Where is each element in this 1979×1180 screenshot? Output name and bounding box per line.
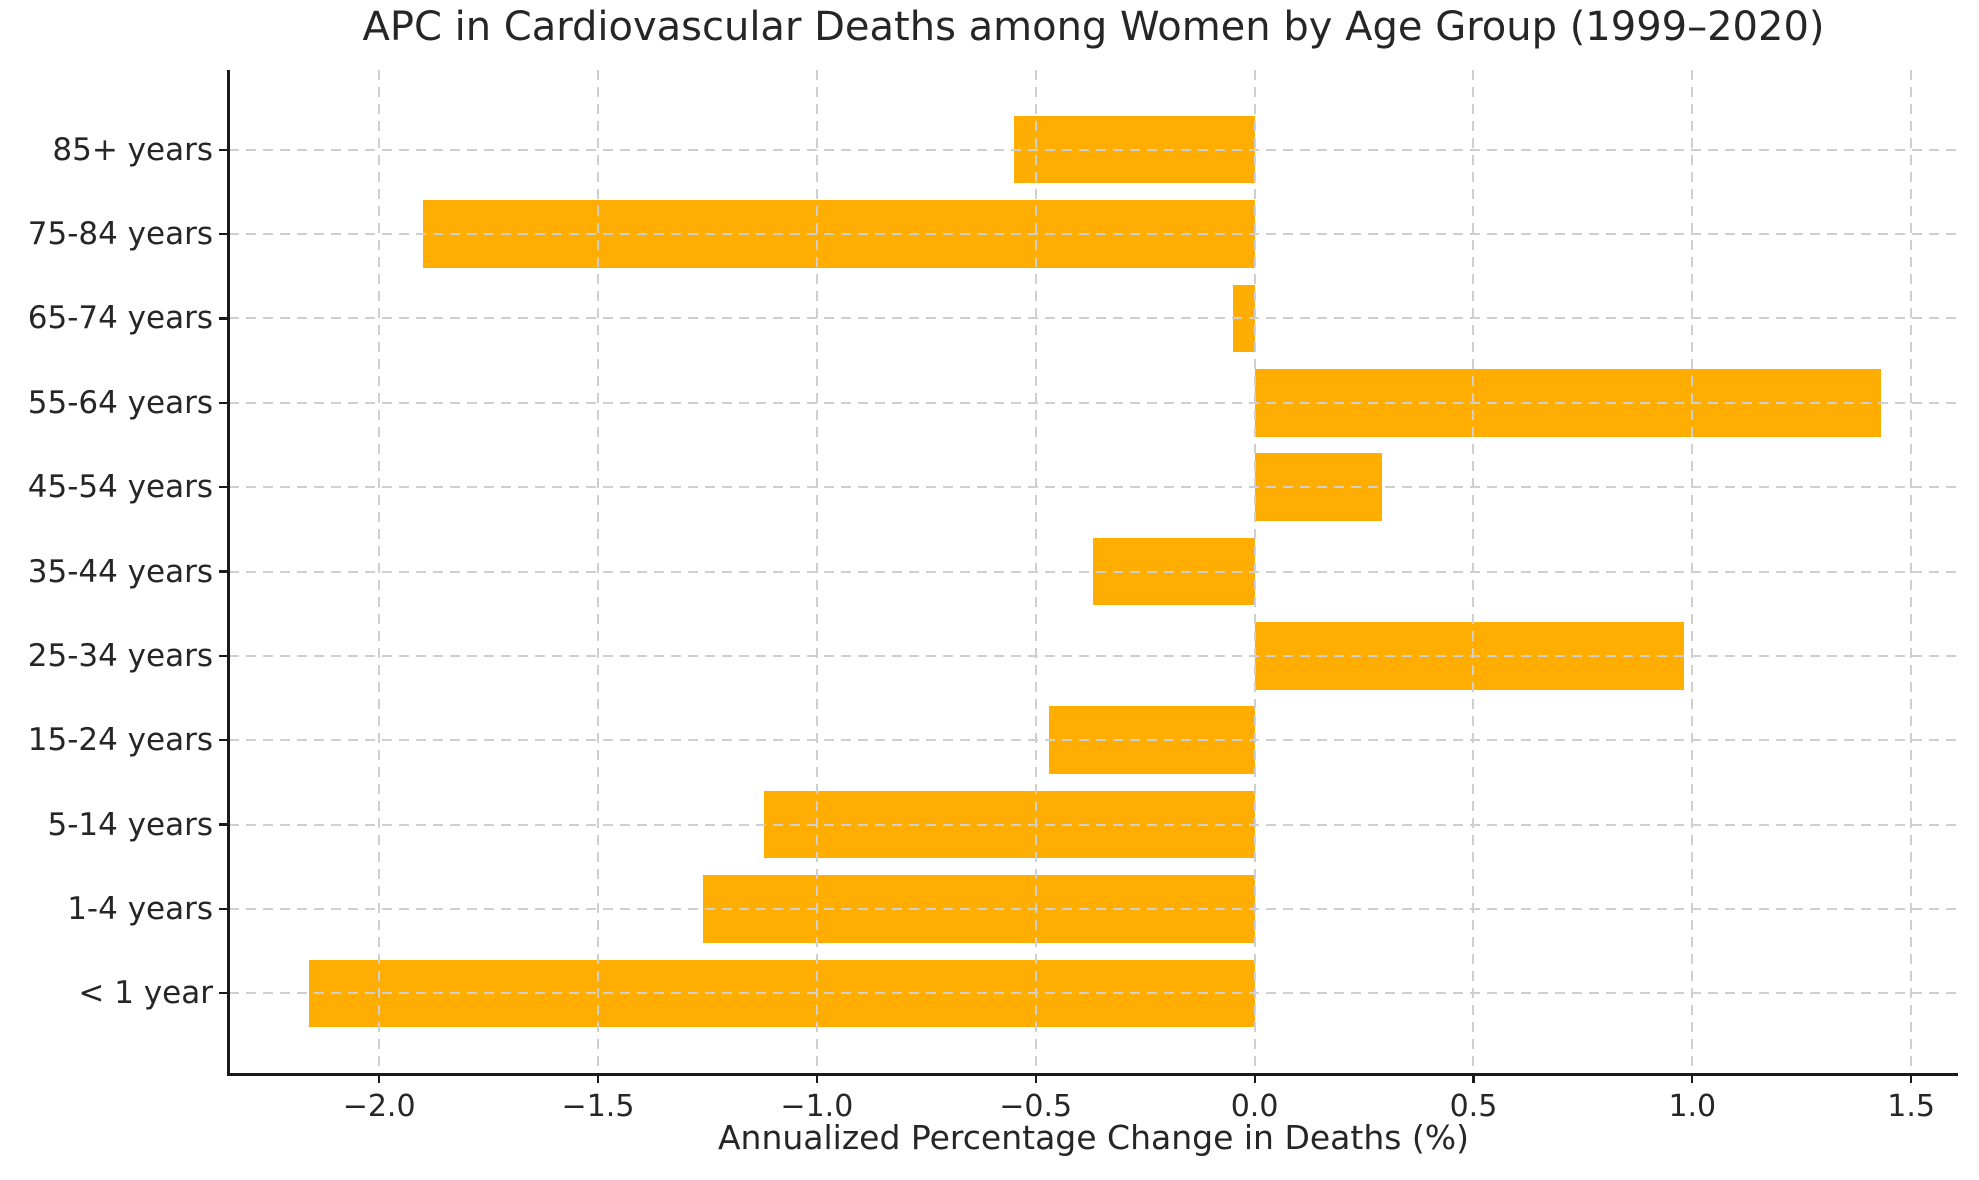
y-tick-label-15-24-years: 15-24 years — [27, 722, 213, 759]
x-tick-label: −2.0 — [342, 1089, 416, 1124]
x-axis-spine — [227, 1072, 1958, 1076]
y-tick-label-85-years: 85+ years — [52, 131, 213, 168]
y-tick-label-1-4-years: 1-4 years — [67, 890, 213, 927]
y-tick-label-1-year: < 1 year — [78, 975, 213, 1012]
gridline-y-1-year — [229, 992, 1958, 995]
y-tick-mark — [219, 317, 229, 320]
x-tick-mark — [1034, 1073, 1037, 1083]
y-tick-mark — [219, 148, 229, 151]
x-tick-mark — [815, 1073, 819, 1083]
gridline-y-15-24-years — [229, 739, 1958, 742]
y-tick-label-75-84-years: 75-84 years — [27, 216, 213, 253]
gridline-y-45-54-years — [229, 486, 1958, 489]
y-tick-mark — [219, 232, 229, 236]
x-tick-label: −1.0 — [780, 1089, 854, 1124]
x-tick-mark — [1253, 1073, 1256, 1083]
x-tick-mark — [378, 1073, 381, 1083]
y-tick-mark — [219, 401, 229, 404]
x-tick-label: −1.5 — [561, 1089, 635, 1124]
x-tick-label: −0.5 — [999, 1089, 1073, 1124]
y-tick-mark — [219, 907, 229, 910]
y-tick-label-25-34-years: 25-34 years — [27, 637, 213, 674]
y-tick-mark — [219, 739, 229, 742]
y-tick-mark — [219, 992, 229, 995]
x-tick-label: 0.5 — [1449, 1089, 1498, 1124]
x-tick-label: 1.0 — [1668, 1089, 1717, 1124]
gridline-y-1-4-years — [229, 907, 1958, 910]
x-tick-mark — [596, 1073, 600, 1083]
x-tick-mark — [1910, 1073, 1913, 1083]
y-tick-mark — [219, 823, 229, 826]
y-tick-label-45-54-years: 45-54 years — [27, 469, 213, 506]
y-tick-label-65-74-years: 65-74 years — [27, 300, 213, 337]
x-tick-mark — [1691, 1073, 1694, 1083]
y-tick-label-35-44-years: 35-44 years — [27, 553, 213, 590]
x-tick-label: 1.5 — [1887, 1089, 1936, 1124]
gridline-y-85-years — [229, 148, 1958, 151]
y-tick-mark — [219, 486, 229, 489]
x-axis-label: Annualized Percentage Change in Deaths (… — [717, 1118, 1470, 1157]
y-tick-label-5-14-years: 5-14 years — [47, 806, 213, 843]
gridline-y-25-34-years — [229, 654, 1958, 657]
x-tick-mark — [1472, 1073, 1475, 1083]
y-tick-mark — [219, 570, 229, 573]
gridline-y-65-74-years — [229, 317, 1958, 320]
gridline-y-55-64-years — [229, 401, 1958, 404]
gridline-y-35-44-years — [229, 570, 1958, 573]
y-tick-mark — [219, 654, 229, 657]
x-tick-label: 0.0 — [1230, 1089, 1279, 1124]
gridline-y-75-84-years — [229, 233, 1958, 236]
chart-title: APC in Cardiovascular Deaths among Women… — [362, 4, 1825, 50]
gridline-y-5-14-years — [229, 823, 1958, 826]
plot-area: −2.0 −1.5 −1.0 −0.5 0.0 0.5 1.0 1.5 85+ years 75-… — [28, 70, 1958, 1124]
y-tick-label-55-64-years: 55-64 years — [27, 384, 213, 421]
